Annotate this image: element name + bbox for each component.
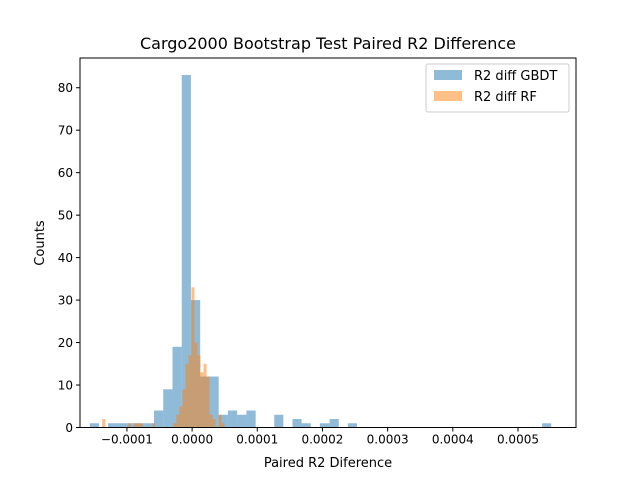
axes-frame xyxy=(79,57,577,428)
legend: R2 diff GBDT R2 diff RF xyxy=(425,63,570,113)
histogram-bar xyxy=(89,423,99,428)
x-tick-label: 0.0000 xyxy=(171,433,213,447)
y-tick-label: 0 xyxy=(65,421,73,435)
y-axis: 0 10 20 30 40 50 60 70 80 xyxy=(58,81,80,435)
plot-area xyxy=(89,74,552,428)
histogram-bar xyxy=(221,423,225,428)
y-tick-label: 20 xyxy=(58,336,73,350)
x-tick-label: 0.0002 xyxy=(301,433,343,447)
legend-swatch-rf xyxy=(434,91,462,101)
histogram-bar xyxy=(542,423,552,428)
legend-swatch-gbdt xyxy=(434,70,462,80)
x-axis: −0.0001 0.0000 0.0001 0.0002 0.0003 0.0004 0.0… xyxy=(101,427,539,447)
histogram-bar xyxy=(102,419,106,428)
histogram-bar xyxy=(301,423,311,428)
histogram-bar xyxy=(203,363,207,428)
histogram-bar xyxy=(191,287,195,428)
histogram-bar xyxy=(319,423,330,428)
histogram-bar xyxy=(188,355,192,428)
histogram-bar xyxy=(127,423,131,428)
x-tick-label: −0.0001 xyxy=(101,433,153,447)
histogram-bar xyxy=(274,414,284,428)
histogram-bar xyxy=(218,414,228,428)
x-tick-label: 0.0001 xyxy=(236,433,278,447)
histogram-bar xyxy=(133,423,137,428)
histogram-bar xyxy=(181,74,191,428)
histogram-bar xyxy=(172,346,182,428)
histogram-bar xyxy=(347,423,357,428)
histogram-bar xyxy=(153,410,164,428)
histogram-bar xyxy=(206,376,210,428)
x-tick-label: 0.0003 xyxy=(367,433,409,447)
histogram-bar xyxy=(237,414,247,428)
histogram-bar xyxy=(227,410,238,428)
x-axis-label: Paired R2 Diference xyxy=(264,456,392,471)
histogram-bar xyxy=(108,423,118,428)
histogram-bar xyxy=(179,406,183,428)
series-rf xyxy=(102,287,225,428)
histogram-bar xyxy=(197,355,201,428)
histogram-bar xyxy=(200,372,204,428)
y-tick-label: 50 xyxy=(58,209,73,223)
histogram-bar xyxy=(163,389,173,428)
x-tick-label: 0.0004 xyxy=(432,433,474,447)
histogram-bar xyxy=(176,414,180,428)
histogram-bar xyxy=(218,414,222,428)
chart-title: Cargo2000 Bootstrap Test Paired R2 Diffe… xyxy=(140,34,516,53)
y-tick-label: 80 xyxy=(58,81,73,95)
legend-label-rf: R2 diff RF xyxy=(474,90,537,105)
y-tick-label: 40 xyxy=(58,251,73,265)
legend-label-gbdt: R2 diff GBDT xyxy=(474,69,557,84)
y-tick-label: 70 xyxy=(58,124,73,138)
histogram-bar xyxy=(246,410,256,428)
y-tick-label: 60 xyxy=(58,166,73,180)
histogram-bar xyxy=(173,423,177,428)
x-tick-label: 0.0005 xyxy=(497,433,539,447)
y-tick-label: 10 xyxy=(58,379,73,393)
histogram-bar xyxy=(126,423,136,428)
histogram-bar xyxy=(117,423,127,428)
y-axis-label: Counts xyxy=(33,220,48,266)
histogram-bar xyxy=(144,423,154,428)
histogram-bar xyxy=(136,423,140,428)
histogram-bar xyxy=(209,376,219,428)
histogram-bar xyxy=(329,419,339,428)
y-tick-label: 30 xyxy=(58,294,73,308)
histogram-bar xyxy=(139,423,143,428)
histogram-bar xyxy=(212,419,216,428)
histogram-bar xyxy=(182,389,186,428)
histogram-bar xyxy=(152,423,155,428)
histogram-bar xyxy=(209,414,213,428)
histogram-bar xyxy=(194,342,198,428)
histogram-bar xyxy=(185,363,189,428)
histogram-bar xyxy=(292,419,302,428)
